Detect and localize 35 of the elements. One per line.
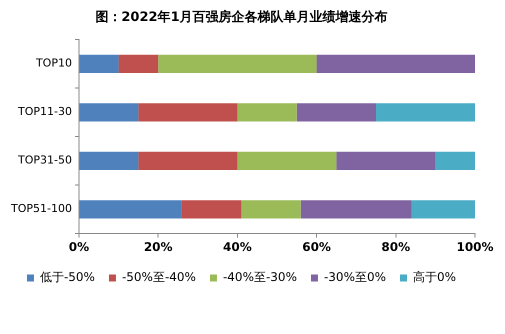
y-tick-label: TOP10 <box>34 56 72 70</box>
chart-title: 图：2022年1月百强房企各梯队单月业绩增速分布 <box>95 9 388 26</box>
bar <box>158 54 317 73</box>
x-tick-label: 0% <box>68 240 90 254</box>
bar <box>237 103 297 122</box>
bar <box>376 103 475 122</box>
x-tick-label: 40% <box>223 240 252 254</box>
y-tick-label: TOP11-30 <box>16 105 72 118</box>
legend-label: -30%至0% <box>324 270 386 284</box>
bar <box>138 152 238 170</box>
bar <box>138 103 238 122</box>
bar <box>300 200 412 218</box>
bar <box>296 103 376 122</box>
bar <box>412 200 475 218</box>
bar <box>182 200 242 218</box>
bar <box>79 54 119 73</box>
x-tick-label: 20% <box>144 240 173 254</box>
bar <box>79 200 182 218</box>
bar <box>316 54 475 73</box>
legend-label: 低于-50% <box>40 270 95 284</box>
y-tick-label: TOP31-50 <box>16 154 72 167</box>
x-tick-label: 100% <box>456 240 494 254</box>
legend-label: -50%至-40% <box>122 270 196 284</box>
bar <box>336 152 436 170</box>
bar <box>118 54 158 73</box>
x-tick-label: 80% <box>381 240 410 254</box>
legend-label: -40%至-30% <box>222 270 297 284</box>
bar <box>79 103 138 122</box>
bar <box>435 152 475 170</box>
x-tick-label: 60% <box>302 240 331 254</box>
legend-label: 高于0% <box>413 270 456 284</box>
bar <box>237 152 336 170</box>
y-tick-label: TOP51-100 <box>10 202 72 216</box>
bar <box>79 152 138 170</box>
bar <box>241 200 301 218</box>
